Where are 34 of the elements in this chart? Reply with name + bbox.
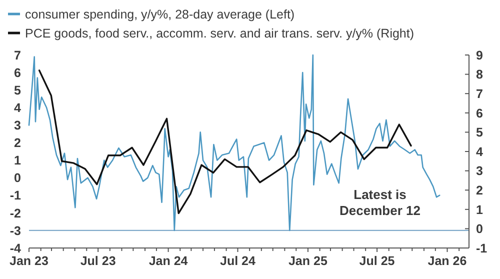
y-tick-label: 1 [14,154,22,168]
annotation: Latest is December 12 [340,187,420,218]
legend-label: PCE goods, food serv., accomm. serv. and air trans. serv. y/y% (Right) [25,26,414,40]
y2-tick-label: 4 [476,144,483,159]
y-tick-label: -3 [10,224,22,238]
y2-tick-label: 0 [476,222,483,236]
y2-tick-label: -1 [476,241,488,256]
x-tick-label: Jul 24 [220,254,256,268]
y2-tick-label: 8 [476,68,483,82]
x-tick-label: Jan 26 [428,254,467,268]
line-series [28,54,440,232]
y2-tick-label: 3 [476,164,483,178]
y-tick-label: 0 [14,171,22,186]
y-tick-label: -2 [10,206,22,220]
y-tick-label: 2 [14,136,22,150]
y-tick-label: -1 [10,188,22,203]
y2-tick-label: 5 [476,126,483,140]
y2-tick-label: 2 [476,183,483,198]
legend-label: consumer spending, y/y%, 28-day average (Left) [25,7,295,22]
y-tick-label: 3 [14,118,22,133]
y-tick-label: 7 [14,48,22,62]
y2-tick-label: 1 [476,202,483,217]
x-tick-label: Jul 23 [80,254,116,268]
x-tick-label: Jul 25 [359,254,395,268]
y-tick-label: 5 [14,83,22,98]
x-tick-label: Jan 23 [10,254,49,268]
x-tick-label: Jan 25 [288,254,328,268]
y2-tick-label: 9 [476,48,483,62]
y-tick-label: 4 [14,101,22,116]
y-tick-label: 6 [14,66,22,80]
y2-tick-label: 6 [476,106,483,120]
x-tick-label: Jan 24 [148,254,188,268]
y-tick-label: -4 [10,241,22,256]
y2-tick-label: 7 [476,86,483,101]
